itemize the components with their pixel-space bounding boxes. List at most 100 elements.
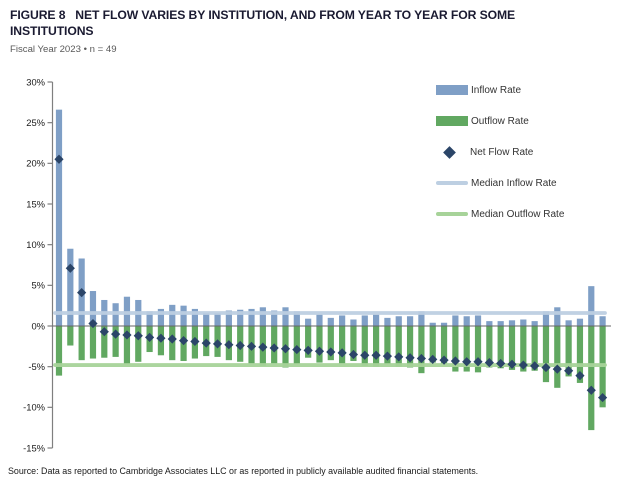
- net-flow-diamond: [133, 331, 143, 341]
- outflow-bar: [554, 326, 561, 388]
- y-tick-label: 25%: [26, 117, 45, 128]
- y-tick-label: -5%: [28, 361, 45, 372]
- net-flow-diamond: [450, 356, 460, 366]
- outflow-bar: [531, 326, 538, 371]
- outflow-bar: [486, 326, 493, 368]
- inflow-bar: [55, 109, 63, 326]
- inflow-bar: [508, 320, 516, 326]
- inflow-bar: [440, 322, 448, 326]
- inflow-bar: [497, 321, 504, 326]
- net-flow-diamond: [382, 351, 393, 361]
- chart-area: 30% 25% 20% 15% 10% 5% 0% -5% -10% -15%: [0, 73, 632, 458]
- inflow-bar: [406, 316, 414, 326]
- net-flow-diamond: [439, 355, 449, 365]
- inflow-bar: [316, 314, 323, 326]
- median-inflow-swatch-icon: [436, 181, 468, 185]
- net-flow-diamond: [598, 392, 608, 403]
- inflow-bar: [588, 286, 595, 326]
- y-tick-label: 30%: [26, 76, 45, 87]
- net-flow-diamond: [314, 346, 325, 356]
- net-flow-diamond: [111, 329, 121, 339]
- net-flow-diamond: [54, 154, 64, 164]
- net-flow-diamond: [541, 362, 551, 373]
- inflow-bar: [191, 308, 198, 326]
- legend-label: Outflow Rate: [471, 115, 529, 127]
- inflow-bar: [576, 318, 584, 326]
- net-flow-diamond: [394, 352, 404, 362]
- net-flow-diamond: [507, 359, 517, 369]
- net-flow-diamond: [280, 344, 291, 354]
- net-flow-diamond: [473, 357, 483, 367]
- figure-label: FIGURE 8: [10, 8, 66, 22]
- inflow-bar: [180, 305, 187, 326]
- inflow-bar: [237, 309, 244, 326]
- outflow-bar: [123, 326, 131, 365]
- inflow-bar: [531, 321, 538, 326]
- inflow-bar: [395, 316, 402, 326]
- outflow-bar: [350, 326, 357, 361]
- net-flow-diamond: [178, 336, 189, 346]
- net-flow-diamond: [337, 348, 347, 358]
- legend-item-inflow: Inflow Rate: [436, 84, 626, 96]
- net-flow-diamond: [201, 338, 211, 348]
- legend-label: Median Outflow Rate: [471, 208, 565, 220]
- net-flow-diamond: [552, 364, 562, 374]
- inflow-bar: [418, 311, 425, 326]
- source-note: Source: Data as reported to Cambridge As…: [8, 466, 479, 476]
- inflow-bar: [373, 314, 380, 326]
- legend-item-net-flow: Net Flow Rate: [436, 145, 626, 159]
- inflow-bar: [293, 311, 300, 326]
- y-tick-label: -15%: [23, 442, 45, 453]
- inflow-bar: [248, 308, 255, 326]
- y-tick-label: -10%: [23, 402, 45, 413]
- inflow-bar: [554, 307, 561, 326]
- legend-item-median-outflow: Median Outflow Rate: [436, 208, 626, 220]
- net-flow-diamond: [303, 345, 313, 355]
- inflow-bar: [486, 321, 493, 326]
- inflow-bar: [542, 311, 550, 326]
- outflow-bar: [339, 326, 346, 364]
- net-flow-diamond: [269, 343, 279, 353]
- outflow-bar: [305, 326, 312, 358]
- inflow-bar: [146, 311, 153, 326]
- net-flow-diamond: [77, 288, 87, 298]
- inflow-bar: [203, 312, 210, 326]
- outflow-bar: [101, 326, 108, 358]
- inflow-bar: [599, 316, 606, 326]
- inflow-bar: [89, 291, 97, 326]
- net-flow-diamond: [462, 357, 472, 367]
- net-flow-diamond: [496, 358, 506, 369]
- outflow-bar: [463, 326, 470, 372]
- net-flow-diamond: [246, 341, 257, 351]
- inflow-bar: [305, 318, 312, 326]
- inflow-swatch-icon: [436, 85, 468, 95]
- net-flow-diamond: [292, 344, 302, 355]
- inflow-bar: [361, 315, 368, 326]
- outflow-bar: [429, 326, 436, 363]
- y-tick-label: 0%: [31, 320, 45, 331]
- outflow-bar: [55, 326, 63, 376]
- outflow-bar: [418, 326, 425, 374]
- net-flow-diamond: [190, 336, 200, 347]
- inflow-bar: [429, 322, 436, 326]
- outflow-bar: [542, 326, 550, 383]
- inflow-bar: [474, 315, 482, 326]
- net-flow-diamond: [99, 327, 109, 337]
- net-flow-diamond: [156, 333, 166, 343]
- median-outflow-swatch-icon: [436, 212, 468, 216]
- figure-title-text: NET FLOW VARIES BY INSTITUTION, AND FROM…: [10, 8, 516, 38]
- inflow-bar: [259, 307, 266, 326]
- net-flow-diamond: [224, 340, 234, 350]
- net-flow-diamond: [88, 318, 98, 329]
- net-flow-diamond: [575, 371, 585, 381]
- figure-title: FIGURE 8 NET FLOW VARIES BY INSTITUTION,…: [10, 8, 576, 40]
- net-flow-diamond: [371, 350, 381, 360]
- net-flow-diamond: [564, 366, 574, 376]
- outflow-swatch-icon: [436, 116, 468, 126]
- net-flow-diamond: [258, 342, 268, 352]
- figure-subtitle: Fiscal Year 2023 • n = 49: [10, 44, 117, 55]
- inflow-bar: [282, 307, 289, 326]
- y-tick-label: 20%: [26, 158, 45, 169]
- legend-label: Median Inflow Rate: [471, 177, 557, 189]
- inflow-bar: [339, 315, 346, 326]
